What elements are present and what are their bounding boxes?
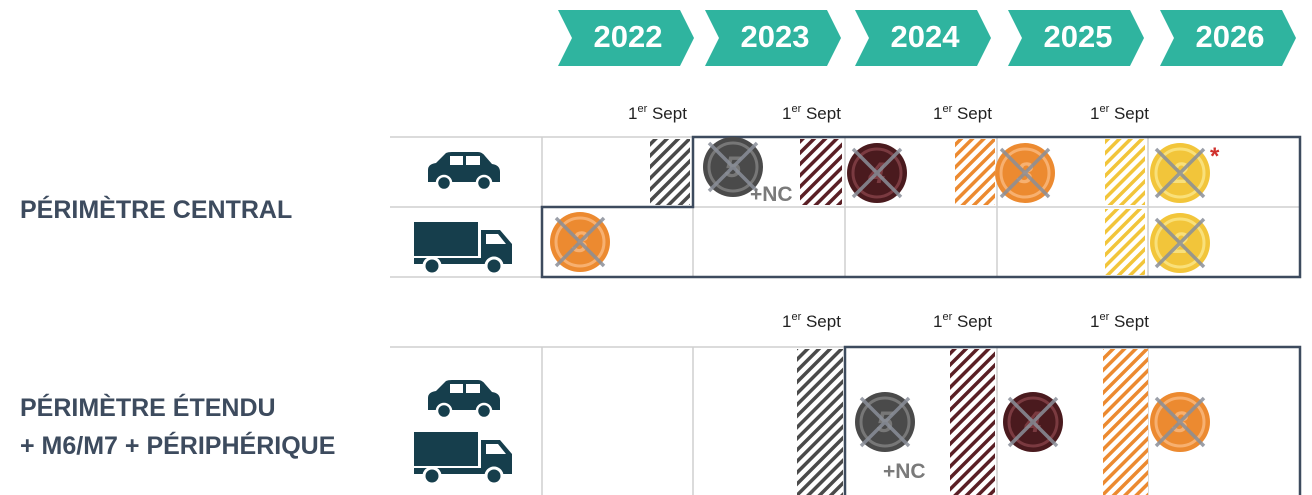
date-month: Sept <box>801 312 841 331</box>
date-day: 1 <box>628 104 637 123</box>
badges: 543232543 <box>550 137 1210 452</box>
badge-cross <box>851 147 903 199</box>
date-day: 1 <box>1090 312 1099 331</box>
note: +NC <box>883 460 926 483</box>
badge-ring <box>999 147 1051 199</box>
year-label: 2025 <box>1044 19 1113 54</box>
year-timeline: 2022 2023 2024 2025 2026 <box>558 10 1296 66</box>
car-icon <box>426 378 502 420</box>
badge-cross <box>1154 147 1206 199</box>
date-day: 1 <box>933 104 942 123</box>
year-chevron <box>855 10 991 66</box>
date-label: 1er Sept <box>1090 311 1149 331</box>
truck-icon <box>412 430 514 486</box>
year-chevron <box>1008 10 1144 66</box>
year-label: 2026 <box>1196 19 1265 54</box>
date-label: 1er Sept <box>933 311 992 331</box>
year-chevron <box>558 10 694 66</box>
badge-cross <box>1007 396 1059 448</box>
asterisk: * <box>1210 143 1220 170</box>
extended-grid <box>390 345 1302 495</box>
date-suffix: er <box>791 103 801 115</box>
badge-cross <box>1154 396 1206 448</box>
badge-ring <box>1154 147 1206 199</box>
date-label: 1er Sept <box>782 103 841 123</box>
badge-ring <box>707 141 759 193</box>
central-grid <box>390 135 1302 279</box>
badge-ring <box>1154 396 1206 448</box>
date-suffix: er <box>942 103 952 115</box>
badge-ring <box>554 216 606 268</box>
date-label: 1er Sept <box>782 311 841 331</box>
year-chevron <box>705 10 841 66</box>
year-label: 2024 <box>891 19 961 54</box>
date-month: Sept <box>801 104 841 123</box>
date-month: Sept <box>952 104 992 123</box>
date-day: 1 <box>782 312 791 331</box>
badge-ring <box>1007 396 1059 448</box>
section-title: + M6/M7 + PÉRIPHÉRIQUE <box>20 431 335 460</box>
badge-ring <box>1154 217 1206 269</box>
section-title: PÉRIMÈTRE ÉTENDU <box>20 393 276 422</box>
section-title: PÉRIMÈTRE CENTRAL <box>20 195 292 224</box>
badge-cross <box>554 216 606 268</box>
date-suffix: er <box>1099 311 1109 323</box>
badge-cross <box>999 147 1051 199</box>
badge-cross <box>707 141 759 193</box>
date-label: 1er Sept <box>628 103 687 123</box>
badge-cross <box>859 396 911 448</box>
note: +NC <box>750 183 793 206</box>
year-label: 2022 <box>594 19 663 54</box>
year-chevron <box>1160 10 1296 66</box>
badge-cross <box>1154 217 1206 269</box>
date-day: 1 <box>933 312 942 331</box>
date-suffix: er <box>942 311 952 323</box>
truck-icon <box>412 220 514 276</box>
date-month: Sept <box>1109 104 1149 123</box>
date-month: Sept <box>952 312 992 331</box>
date-day: 1 <box>1090 104 1099 123</box>
car-icon <box>426 150 502 192</box>
date-suffix: er <box>1099 103 1109 115</box>
badge-ring <box>851 147 903 199</box>
date-suffix: er <box>791 311 801 323</box>
badge-ring <box>859 396 911 448</box>
date-day: 1 <box>782 104 791 123</box>
date-month: Sept <box>1109 312 1149 331</box>
date-label: 1er Sept <box>1090 103 1149 123</box>
year-label: 2023 <box>741 19 810 54</box>
date-suffix: er <box>637 103 647 115</box>
date-label: 1er Sept <box>933 103 992 123</box>
date-month: Sept <box>647 104 687 123</box>
